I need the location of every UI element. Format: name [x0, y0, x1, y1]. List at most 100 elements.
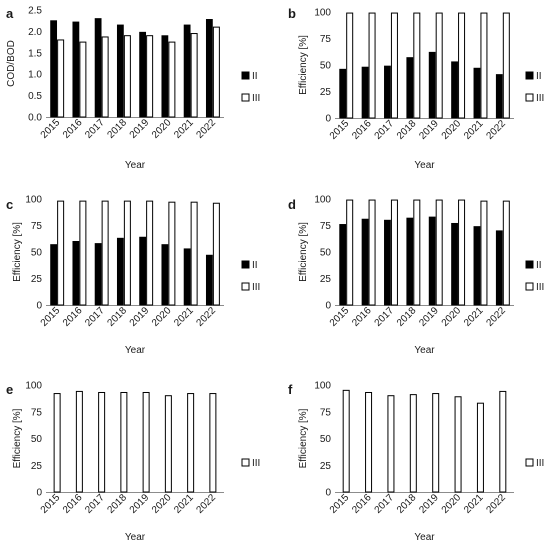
y-tick-label: 0	[325, 301, 331, 312]
legend-label-iii: III	[252, 93, 260, 104]
x-tick-label: 2017	[373, 118, 397, 142]
bar-ii-2020	[161, 244, 169, 306]
chart-panel-a: a0.00.51.01.52.02.5201520162017201820192…	[6, 6, 260, 172]
panel-letter-e: e	[6, 382, 13, 397]
x-tick-label: 2022	[484, 305, 508, 329]
bar-ii-2017	[94, 18, 102, 118]
x-tick-label: 2017	[83, 305, 107, 329]
y-axis-title: Efficiency [%]	[12, 222, 23, 282]
x-tick-label: 2018	[105, 117, 129, 141]
bar-iii-2016	[75, 390, 83, 493]
x-tick-label: 2020	[150, 305, 174, 329]
x-tick-label: 2022	[194, 117, 218, 141]
x-tick-label: 2022	[194, 492, 218, 516]
bar-ii-2021	[473, 226, 481, 306]
panel-letter-d: d	[288, 197, 296, 212]
x-tick-label: 2015	[328, 118, 352, 142]
x-tick-label: 2016	[350, 305, 374, 329]
bar-ii-2021	[183, 24, 191, 118]
bar-iii-2022	[502, 12, 510, 119]
bar-ii-2015	[50, 244, 58, 306]
bar-iii-2016	[368, 199, 376, 306]
x-tick-label: 2018	[395, 492, 419, 516]
bar-iii-2015	[57, 39, 65, 118]
x-axis-title: Year	[125, 160, 146, 171]
y-tick-label: 25	[31, 274, 43, 285]
bar-iii-2018	[413, 199, 421, 306]
x-tick-label: 2015	[328, 305, 352, 329]
y-tick-label: 0	[325, 488, 331, 499]
legend-swatch-ii	[241, 260, 250, 269]
y-tick-label: 0	[36, 488, 42, 499]
bar-iii-2015	[346, 199, 354, 306]
x-tick-label: 2015	[39, 117, 63, 141]
bar-ii-2017	[94, 243, 102, 306]
bar-ii-2019	[428, 216, 436, 306]
x-tick-label: 2019	[417, 118, 441, 142]
y-tick-label: 100	[314, 381, 331, 392]
x-axis-title: Year	[414, 532, 435, 543]
legend-label-iii: III	[252, 282, 260, 293]
bar-iii-2020	[458, 12, 466, 119]
bar-iii-2018	[413, 12, 421, 119]
y-tick-label: 2.0	[28, 27, 42, 38]
bar-ii-2022	[205, 19, 213, 118]
y-tick-label: 25	[320, 274, 332, 285]
y-tick-label: 0	[325, 114, 331, 125]
bar-ii-2018	[406, 57, 414, 119]
bar-iii-2019	[435, 199, 443, 306]
x-axis-title: Year	[125, 532, 146, 543]
y-tick-label: 100	[314, 8, 331, 19]
x-tick-label: 2022	[484, 492, 508, 516]
x-tick-label: 2020	[440, 118, 464, 142]
x-tick-label: 2015	[39, 492, 63, 516]
y-tick-label: 100	[25, 381, 42, 392]
bar-ii-2022	[495, 230, 503, 306]
chart-panel-f: f 0 25 50 75 100 20152016201720182019202020212…	[288, 381, 544, 544]
legend-label-ii: II	[252, 71, 258, 82]
x-tick-label: 2022	[194, 305, 218, 329]
x-tick-label: 2020	[150, 492, 174, 516]
bar-iii-2021	[190, 33, 198, 118]
bar-ii-2020	[451, 61, 458, 119]
bar-iii-2018	[120, 391, 128, 493]
legend-swatch-iii	[525, 458, 534, 467]
bar-ii-2021	[473, 67, 481, 119]
y-tick-label: 0	[36, 301, 42, 312]
legend-swatch-ii	[241, 71, 250, 80]
x-tick-label: 2021	[462, 492, 486, 516]
y-tick-label: 75	[320, 407, 332, 418]
bar-iii-2021	[187, 393, 195, 493]
y-tick-label: 25	[31, 461, 43, 472]
legend-label-iii: III	[252, 458, 260, 469]
x-tick-label: 2021	[462, 118, 486, 142]
bar-ii-2018	[116, 24, 124, 118]
y-tick-label: 0.5	[28, 91, 42, 102]
x-tick-label: 2019	[417, 492, 441, 516]
y-tick-label: 2.5	[28, 6, 42, 17]
bar-iii-2022	[212, 202, 220, 306]
bar-iii-2015	[57, 200, 65, 306]
y-axis-title: COD/BOD	[6, 40, 17, 87]
bar-iii-2016	[368, 12, 376, 119]
legend-label-iii: III	[536, 458, 544, 469]
bar-iii-2015	[53, 393, 61, 493]
bar-iii-2019	[142, 391, 150, 493]
bar-ii-2022	[495, 74, 503, 119]
y-tick-label: 100	[314, 195, 331, 206]
chart-panel-c: c 0 25 50 75 100 20152016201720182019202020212…	[6, 195, 260, 357]
legend-label-iii: III	[536, 93, 544, 104]
bar-iii-2015	[342, 389, 350, 493]
x-tick-label: 2018	[395, 118, 419, 142]
y-tick-label: 1.0	[28, 70, 42, 81]
bar-iii-2022	[212, 26, 220, 118]
bar-iii-2017	[98, 391, 106, 493]
bar-iii-2017	[390, 12, 398, 119]
bar-ii-2020	[161, 35, 169, 118]
bar-iii-2020	[168, 201, 176, 306]
y-tick-label: 0.0	[28, 113, 42, 124]
y-axis-title: Efficiency [%]	[12, 408, 23, 468]
bar-iii-2016	[365, 391, 373, 493]
y-tick-label: 75	[320, 34, 332, 45]
